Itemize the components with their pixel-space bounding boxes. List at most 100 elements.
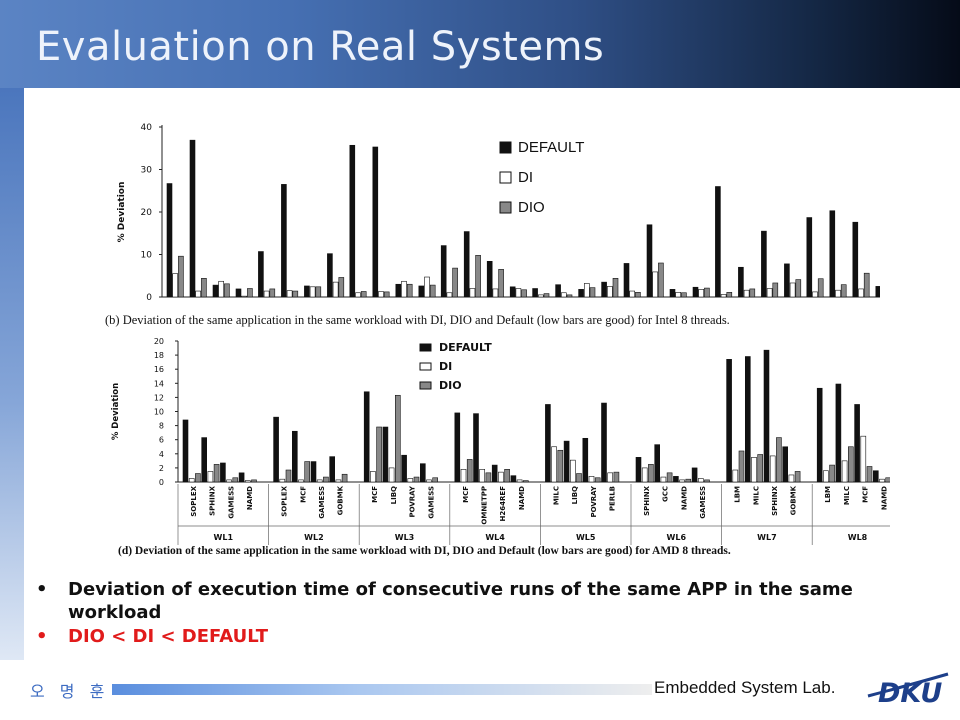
chart-bar <box>463 231 470 298</box>
chart-bar <box>757 454 764 483</box>
author-name: 오 명 훈 <box>30 682 110 701</box>
chart-bar <box>749 288 756 298</box>
chart-bar <box>172 273 178 298</box>
chart-bar <box>872 470 879 483</box>
chart-bar <box>698 289 705 298</box>
y-tick-label: 40 <box>141 123 153 133</box>
chart-bar <box>691 467 698 483</box>
chart-bar <box>854 404 860 483</box>
chart-bar <box>492 288 499 298</box>
chart-bar <box>601 281 607 298</box>
bullet-text: DIO < DI < DEFAULT <box>68 626 269 647</box>
chart-bar <box>806 217 813 298</box>
y-tick-label: 0 <box>159 478 164 487</box>
chart-bar <box>235 288 242 298</box>
x-category-label: GAMESS <box>699 486 707 519</box>
chart-bar <box>789 282 796 298</box>
chart-bar <box>460 469 467 483</box>
chart-bar <box>226 479 232 483</box>
chart-bar <box>537 294 544 298</box>
chart-bar <box>285 469 292 483</box>
chart-bar <box>761 230 767 298</box>
chart-bar <box>692 286 699 298</box>
chart-bar <box>685 478 692 483</box>
chart-bar <box>327 253 333 298</box>
x-category-label: SOPLEX <box>281 485 289 516</box>
chart-bar <box>606 286 613 298</box>
chart-bar <box>669 289 676 298</box>
chart-bar <box>440 245 447 298</box>
chart-bar <box>309 286 316 298</box>
title-bar <box>0 0 960 88</box>
chart-bar <box>378 291 384 298</box>
y-tick-label: 2 <box>159 464 164 473</box>
chart-bar <box>363 391 370 483</box>
chart-bar <box>776 437 782 483</box>
chart-bar <box>588 476 595 483</box>
chart-bar <box>382 426 389 483</box>
legend-label: DI <box>518 169 533 186</box>
chart-bar <box>782 446 789 483</box>
chart-bar <box>241 295 247 298</box>
chart-bar <box>332 281 339 298</box>
chart-bar <box>715 186 721 298</box>
chart-bar <box>816 387 823 483</box>
legend-swatch <box>419 381 432 390</box>
chart-bar <box>601 402 607 483</box>
chart-bar <box>498 471 504 483</box>
chart-bar <box>704 479 710 483</box>
chart-bar <box>292 430 298 483</box>
chart-bar <box>383 291 390 298</box>
chart-bar <box>829 210 836 298</box>
chart-bar <box>473 413 479 483</box>
chart-bar <box>578 289 584 298</box>
dku-logo: DKU <box>867 672 949 708</box>
chart-bar <box>298 479 304 483</box>
y-tick-label: 8 <box>159 422 164 431</box>
workload-label: WL3 <box>395 533 415 542</box>
y-tick-label: 4 <box>159 450 164 459</box>
chart-bar <box>424 276 430 298</box>
chart-bar <box>788 474 795 483</box>
chart-bar <box>341 473 348 483</box>
chart-bar <box>583 283 590 298</box>
x-category-label: POVRAY <box>409 485 417 517</box>
footer-gradient-bar <box>112 684 652 695</box>
y-tick-label: 16 <box>154 365 164 374</box>
chart-bar <box>823 470 829 483</box>
chart-bar <box>545 404 551 483</box>
chart-bar <box>829 464 835 483</box>
chart-bar <box>635 292 641 298</box>
chart-bar <box>323 476 329 483</box>
chart-bar <box>485 472 492 483</box>
x-category-label: GOBMK <box>337 485 345 515</box>
chart-bar <box>681 292 687 298</box>
chart-bar <box>316 479 323 483</box>
y-tick-label: 0 <box>146 293 152 303</box>
y-tick-label: 30 <box>141 166 153 176</box>
chart-bar <box>766 288 773 298</box>
chart-bar <box>446 292 453 298</box>
chart-bar <box>304 285 310 298</box>
lab-name: Embedded System Lab. <box>654 678 836 697</box>
chart-bar <box>726 359 732 483</box>
x-category-label: MCF <box>862 486 870 503</box>
chart-bar <box>522 480 529 483</box>
chart-bar <box>612 278 619 298</box>
bullet-marker: • <box>36 626 48 647</box>
chart-bar <box>338 277 345 298</box>
x-category-label: MCF <box>462 486 470 503</box>
chart-bar <box>304 461 310 483</box>
chart-bar <box>178 255 184 298</box>
chart-bar <box>660 476 667 483</box>
chart-bar <box>646 224 653 298</box>
x-category-label: NAMD <box>246 486 254 510</box>
chart-bar <box>866 466 873 483</box>
chart-bar <box>238 472 245 483</box>
chart-bar <box>310 461 317 483</box>
chart-bar <box>466 459 473 483</box>
bullet-list: • Deviation of execution time of consecu… <box>36 578 916 649</box>
chart-bar <box>201 437 207 483</box>
chart-bar <box>407 478 414 483</box>
y-tick-label: 18 <box>154 351 164 360</box>
